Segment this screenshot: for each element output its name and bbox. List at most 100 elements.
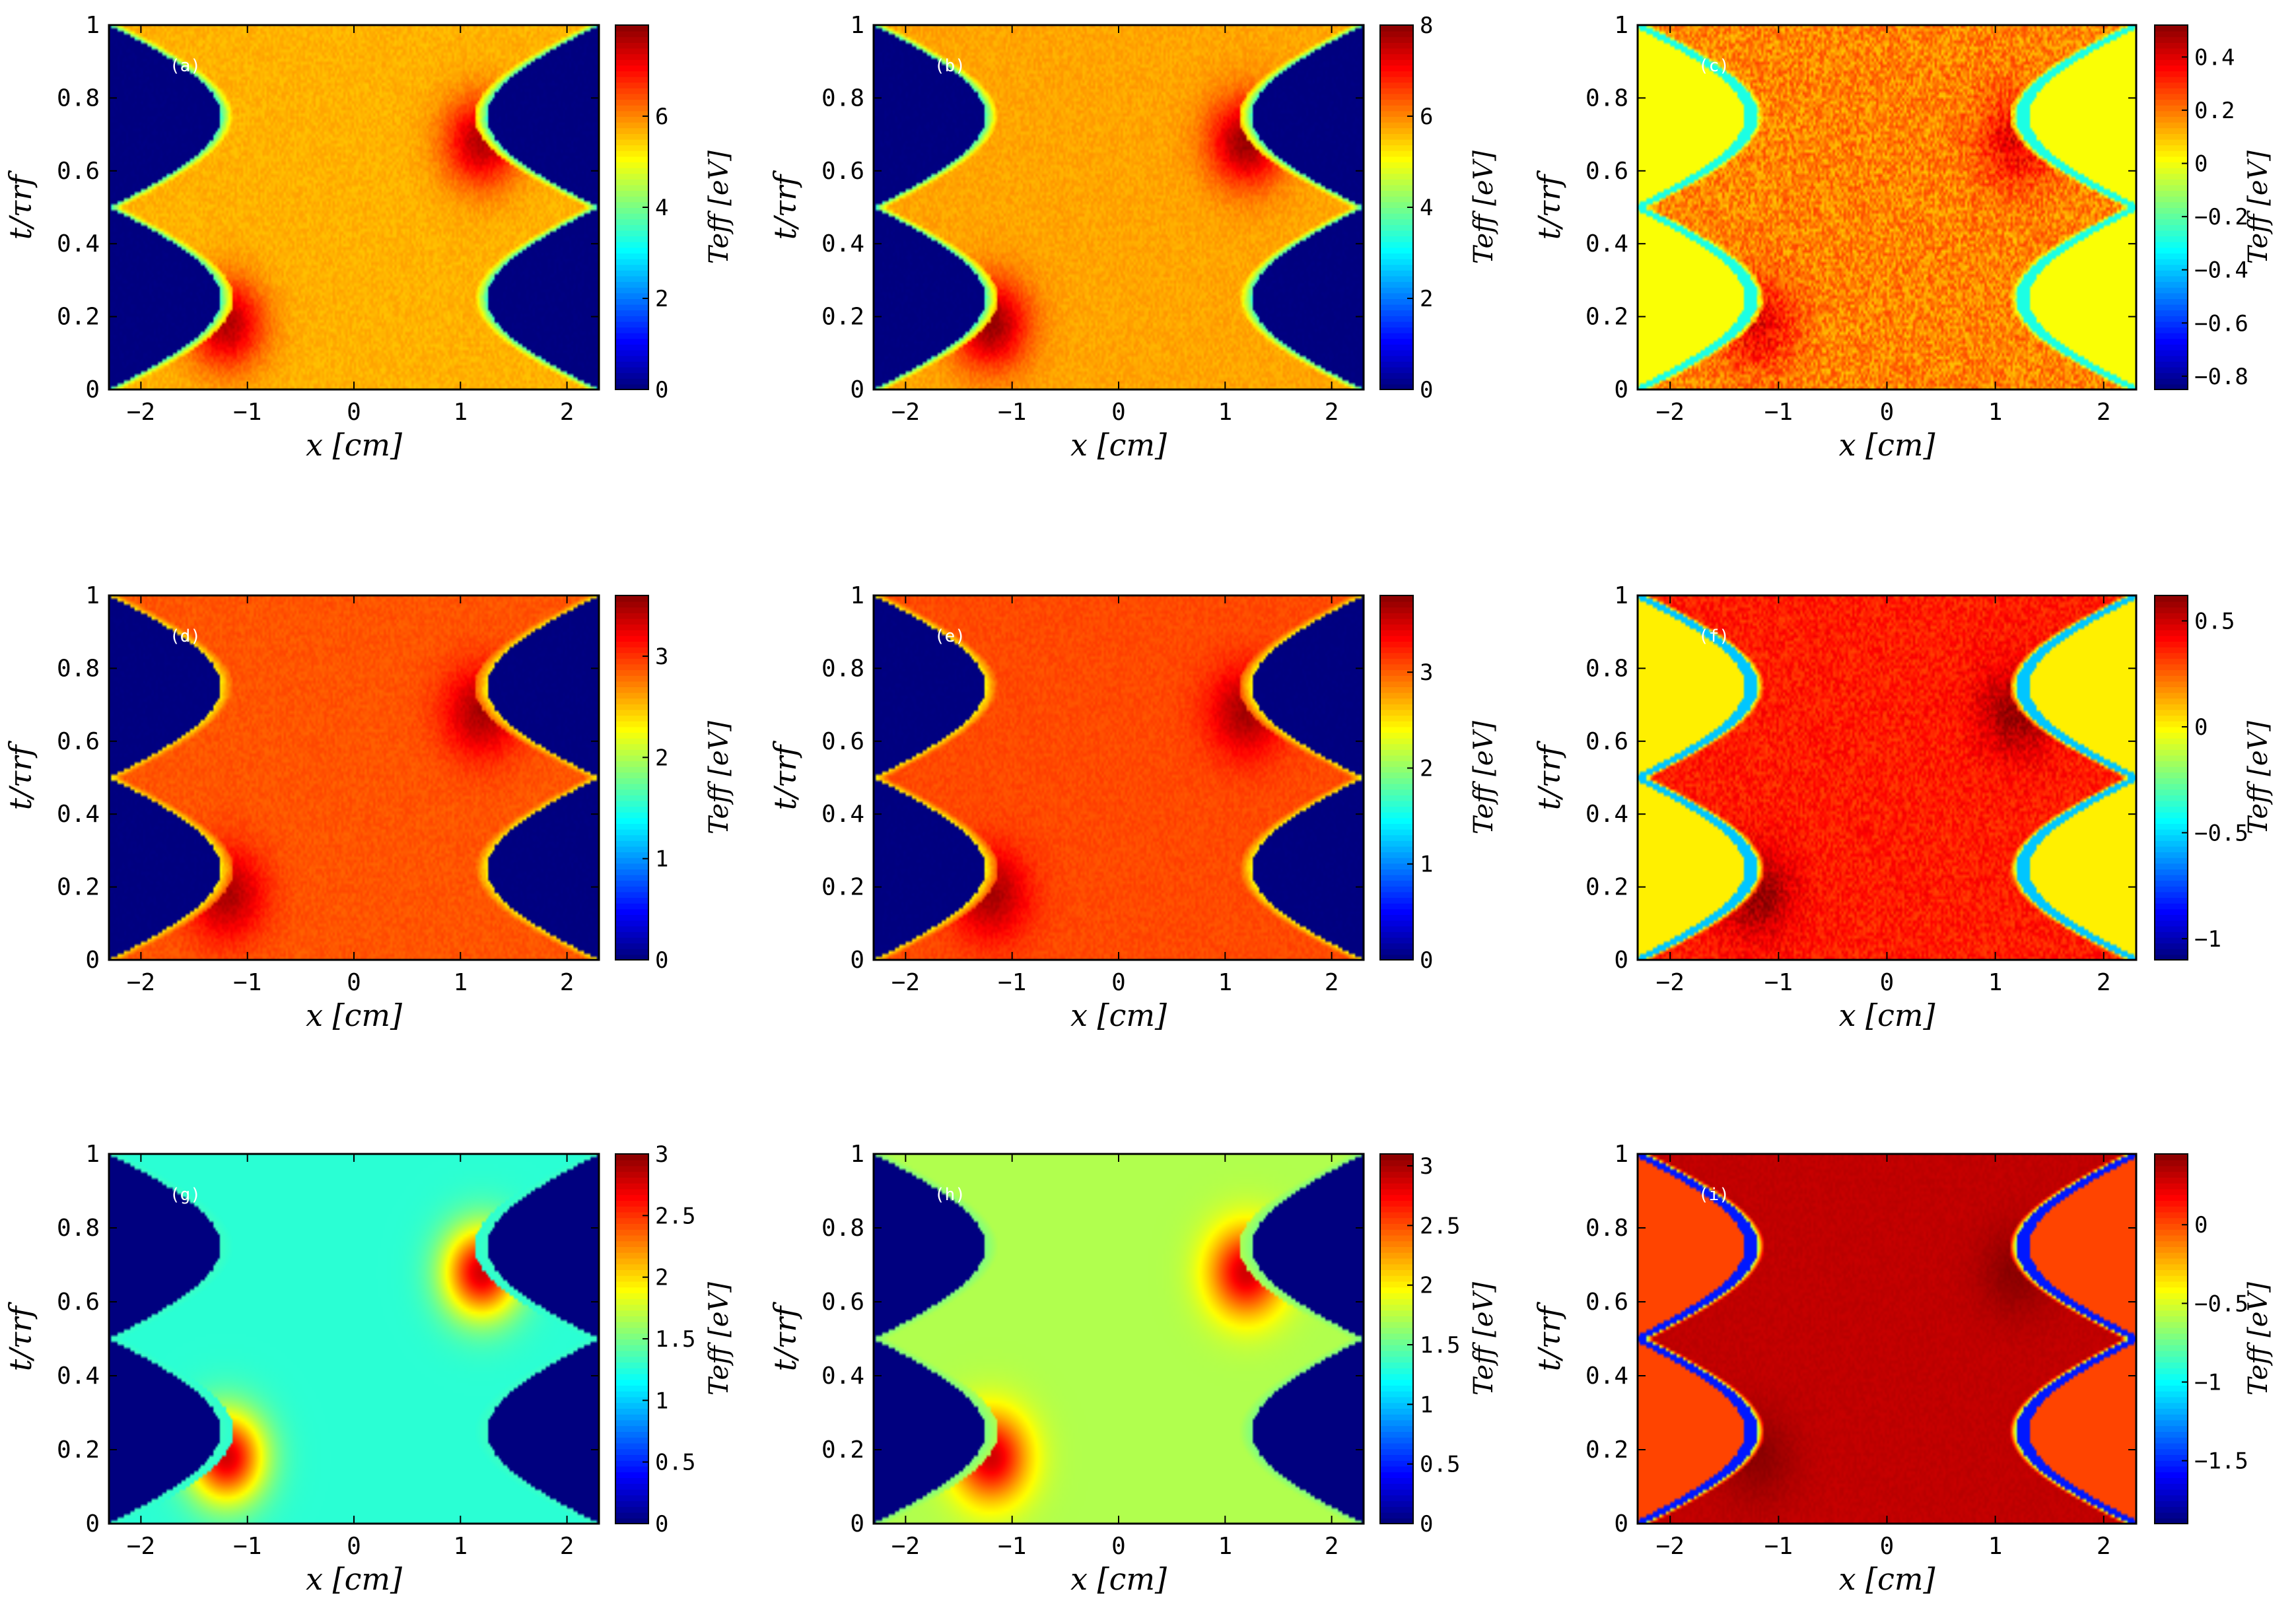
colorbar-segment [1380,937,1413,944]
colorbar-segment [615,195,648,203]
colorbar-segment [615,298,648,305]
x-tick-label: 1 [1988,399,2003,426]
colorbar-segment [2155,863,2188,869]
colorbar-segment [1380,800,1413,807]
colorbar-segment [1380,1223,1413,1230]
colorbar-segment [615,760,648,767]
colorbar-segment [1380,663,1413,671]
colorbar-segment [2155,292,2188,299]
colorbar-segment [2155,760,2188,767]
colorbar-segment [1380,709,1413,716]
colorbar-segment [2155,1275,2188,1282]
colorbar-segment [2155,1321,2188,1328]
colorbar-segment [615,1217,648,1224]
colorbar-segment [1380,219,1413,225]
colorbar-segment [615,190,648,197]
colorbar-segment [2155,920,2188,927]
colorbar-segment [1380,213,1413,220]
colorbar-segment [1380,789,1413,795]
colorbar-segment [2155,133,2188,140]
colorbar-segment [1380,1506,1413,1513]
colorbar-tick-label: 3 [1420,659,1433,686]
colorbar-segment [1380,698,1413,704]
colorbar-segment [2155,178,2188,186]
colorbar-segment [1380,1205,1413,1213]
colorbar-segment [615,1310,648,1316]
colorbar-segment [615,1460,648,1467]
colorbar-segment [2155,601,2188,608]
colorbar-segment [615,310,648,316]
colorbar-segment [1380,1234,1413,1242]
colorbar-segment [615,304,648,311]
colorbar-segment [1380,948,1413,955]
colorbar-segment [2155,641,2188,648]
y-tick-label: 0.2 [57,1436,100,1464]
colorbar-segment [1380,224,1413,231]
colorbar-segment [2155,1518,2188,1524]
colorbar-segment [1380,1471,1413,1478]
colorbar-segment [2155,366,2188,374]
colorbar-segment [615,715,648,722]
colorbar-segment [1380,846,1413,853]
colorbar-segment [615,1396,648,1403]
colorbar-segment [1380,207,1413,214]
colorbar-segment [1380,1431,1413,1438]
colorbar-segment [615,635,648,642]
x-tick-label: −1 [1764,969,1793,996]
colorbar-segment [2155,880,2188,887]
colorbar-label: Teff [eV] [2243,1282,2274,1396]
colorbar-segment [615,145,648,151]
colorbar-segment [1380,1316,1413,1322]
colorbar-segment [1380,1419,1413,1427]
colorbar-segment [1380,823,1413,830]
colorbar-segment [1380,658,1413,665]
colorbar-segment [615,258,648,265]
colorbar-tick-label: 4 [655,195,668,221]
chart-panel: −2 −1 0 1 2 0 0.2 0.4 0.6 0.8 1 x [cm] t/τrf (h) 0 0.5 1… [767,1141,1499,1597]
colorbar-segment [615,726,648,733]
colorbar-segment [615,1205,648,1213]
colorbar-segment [1380,292,1413,299]
colorbar-segment [1380,1454,1413,1461]
colorbar-segment [615,789,648,795]
y-tick-label: 0.8 [1585,655,1628,682]
x-tick-label: 1 [453,1533,468,1560]
x-tick-label: 0 [1111,1533,1126,1560]
colorbar-tick-label: 2 [655,745,668,771]
x-tick-label: 1 [1988,1533,2003,1560]
x-axis-label: x [cm] [1070,997,1167,1033]
colorbar-segment [2155,1310,2188,1316]
colorbar-segment [615,1489,648,1496]
y-tick-label: 0 [85,376,100,403]
colorbar-segment [2155,840,2188,847]
colorbar-segment [615,241,648,248]
colorbar-segment [1380,817,1413,824]
colorbar-segment [615,897,648,904]
colorbar-segment [1380,1229,1413,1236]
colorbar-segment [1380,133,1413,140]
y-tick-label: 0.6 [57,1289,100,1316]
colorbar-tick-label: 0 [1420,377,1433,403]
colorbar-segment [1380,874,1413,881]
colorbar-tick-label: 0 [655,1511,668,1537]
colorbar-segment [615,93,648,100]
colorbar-segment [1380,42,1413,49]
colorbar-segment [1380,1495,1413,1501]
colorbar-segment [2155,931,2188,938]
colorbar-segment [2155,618,2188,625]
heatmap-image [874,595,1364,960]
colorbar-segment [2155,1159,2188,1166]
colorbar-segment [2155,828,2188,836]
colorbar-segment [2155,755,2188,762]
colorbar-segment [615,914,648,921]
colorbar-segment [615,1425,648,1432]
y-tick-label: 0.6 [821,1289,864,1316]
y-axis-label: t/τrf [767,170,803,240]
colorbar-segment [1380,1177,1413,1184]
colorbar-tick-label: 2 [1420,755,1433,782]
colorbar-segment [615,1413,648,1421]
colorbar-segment [615,902,648,910]
y-tick-label: 0.4 [57,1363,100,1390]
colorbar-segment [1380,652,1413,659]
colorbar-segment [1380,954,1413,961]
